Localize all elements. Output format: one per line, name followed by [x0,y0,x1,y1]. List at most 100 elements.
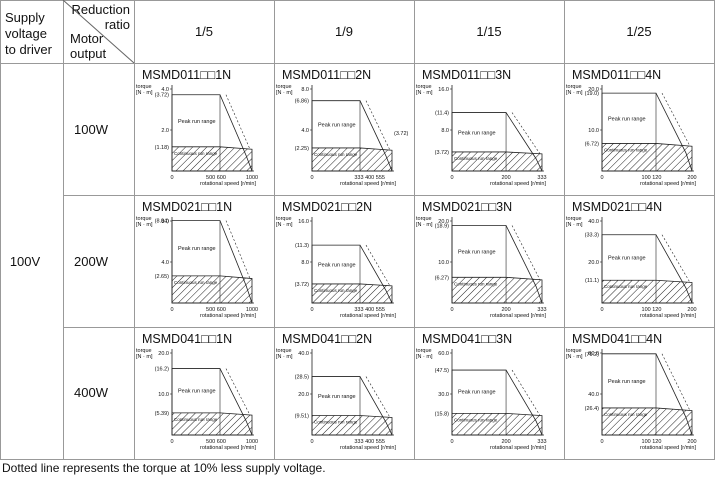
reduced-voltage-line [511,369,541,416]
torque-annotation: (6.27) [435,275,450,281]
continuous-run-region [601,279,693,304]
model-name: MSMD041□□2N [282,332,372,346]
x-tick-label: 0 [170,175,173,181]
peak-run-label: Peak run range [178,389,216,395]
y-tick-label: 16.0 [438,87,449,93]
model-name: MSMD021□□3N [422,200,512,214]
reduced-voltage-line [365,244,391,286]
model-name: MSMD041□□3N [422,332,512,346]
header-ratio-1-5: 1/5 [195,24,213,39]
torque-annotation: (19.0) [585,91,600,97]
torque-annotation: (79.2) [585,352,600,358]
x-tick-label: 100 120 [642,175,662,181]
torque-unit-label: [N · m] [566,90,583,96]
continuous-run-label: Continuous run range [454,156,498,161]
peak-run-label: Peak run range [458,249,496,255]
header-ratio-line2: ratio [105,17,130,32]
y-tick-label: 20.0 [438,219,449,225]
y-tick-label: 16.0 [298,219,309,225]
speed-axis-label: rotational speed [r/min] [490,181,546,187]
torque-annotation: (26.4) [585,406,600,412]
torque-axis-label: torque [276,348,292,354]
model-name: MSMD011□□2N [282,68,371,82]
y-tick-label: 80.0 [588,351,599,357]
y-tick-label: 8.0 [301,87,309,93]
x-tick-label: 0 [170,439,173,445]
x-tick-label: 0 [600,175,603,181]
reduced-voltage-line [511,225,541,281]
torque-axis-label: torque [136,348,152,354]
torque-axis-label: torque [416,348,432,354]
x-tick-label: 200 [687,175,696,181]
model-name: MSMD011□□4N [572,68,661,82]
torque-annotation: (16.2) [155,367,170,373]
torque-annotation: (15.8) [435,411,450,417]
y-tick-label: 60.0 [438,351,449,357]
x-tick-label: 0 [600,439,603,445]
reduced-voltage-line [225,94,251,150]
peak-run-label: Peak run range [178,119,216,125]
y-tick-label: 4.0 [161,260,169,266]
reduced-voltage-line [661,234,691,283]
torque-axis-label: torque [276,216,292,222]
reduced-voltage-line [511,112,541,155]
torque-annotation: (3.72) [435,150,450,156]
continuous-run-region [601,143,693,172]
reduced-voltage-line [365,376,391,418]
x-tick-label: 333 400 555 [354,175,385,181]
peak-run-label: Peak run range [318,122,356,128]
header-output-line2: output [70,46,107,61]
torque-axis-label: torque [416,216,432,222]
peak-run-label: Peak run range [458,390,496,396]
x-tick-label: 100 120 [642,307,662,313]
x-tick-label: 0 [450,439,453,445]
peak-run-label: Peak run range [318,394,356,400]
continuous-run-region [311,283,393,304]
torque-axis-label: torque [276,84,292,90]
y-tick-label: 8.0 [161,219,169,225]
continuous-run-region [451,276,543,304]
torque-annotation: (11.1) [585,278,599,284]
speed-axis-label: rotational speed [r/min] [200,313,256,319]
x-tick-label: 333 400 555 [354,439,385,445]
peak-run-label: Peak run range [458,130,496,136]
torque-annotation: (47.5) [435,368,450,374]
torque-unit-label: [N · m] [416,222,433,228]
y-tick-label: 20.0 [588,260,599,266]
supply-voltage-value: 100V [10,254,41,269]
speed-axis-label: rotational speed [r/min] [640,445,696,451]
model-name: MSMD041□□4N [572,332,662,346]
model-name: MSMD021□□2N [282,200,372,214]
y-tick-label: 8.0 [441,128,449,134]
x-tick-label: 200 [501,439,510,445]
torque-annotation: (5.39) [155,411,170,417]
torque-axis-label: torque [416,84,432,90]
output-100w: 100W [74,122,109,137]
y-tick-label: 20.0 [158,351,169,357]
continuous-run-label: Continuous run range [174,151,218,156]
speed-axis-label: rotational speed [r/min] [340,445,396,451]
output-400w: 400W [74,385,109,400]
speed-axis-label: rotational speed [r/min] [200,181,256,187]
continuous-run-region [311,147,393,172]
x-tick-label: 200 [687,307,696,313]
torque-annotation: (18.9) [435,224,450,230]
torque-annotation: (11.3) [295,243,309,249]
header-ratio-1-25: 1/25 [626,24,651,39]
continuous-run-label: Continuous run range [604,284,648,289]
speed-axis-label: rotational speed [r/min] [340,313,396,319]
continuous-run-region [451,413,543,436]
peak-run-label: Peak run range [608,379,646,385]
peak-run-label: Peak run range [318,263,356,269]
x-tick-label: 100 120 [642,439,662,445]
x-tick-label: 333 400 555 [354,307,385,313]
torque-annotation: (28.5) [295,375,310,381]
reduced-voltage-line [225,368,251,416]
torque-annotation: (3.72) [295,282,310,288]
y-tick-label: 2.0 [161,128,169,134]
torque-unit-label: [N · m] [276,90,293,96]
x-tick-label: 1000 [246,175,258,181]
y-tick-label: 4.0 [301,128,309,134]
reduced-voltage-line [661,92,691,147]
